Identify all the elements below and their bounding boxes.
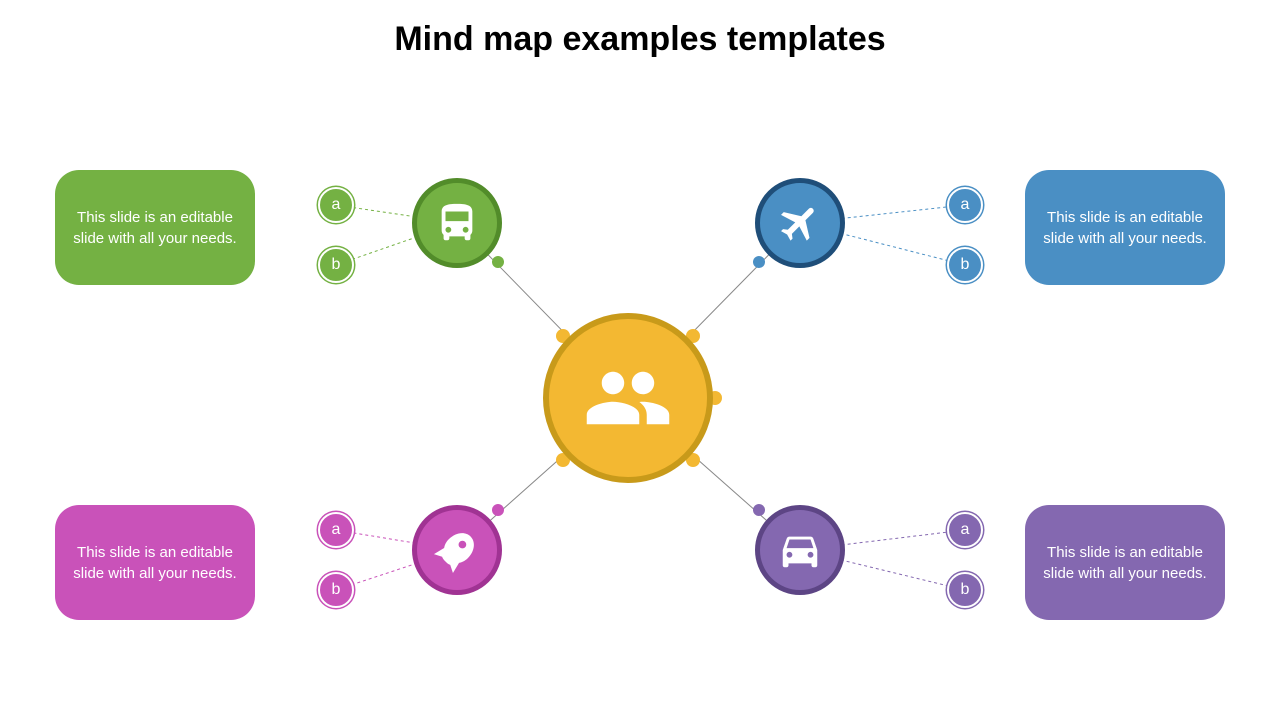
branch-connector-dot xyxy=(753,504,765,516)
textbox-blue: This slide is an editable slide with all… xyxy=(1025,170,1225,285)
sub-node-green-b: b xyxy=(318,247,354,283)
sub-node-pink-b: b xyxy=(318,572,354,608)
branch-node-blue xyxy=(755,178,845,268)
branch-node-purple xyxy=(755,505,845,595)
textbox-pink: This slide is an editable slide with all… xyxy=(55,505,255,620)
people-icon xyxy=(583,353,673,443)
branch-connector-dot xyxy=(492,256,504,268)
branch-connector-dot xyxy=(492,504,504,516)
branch-node-pink xyxy=(412,505,502,595)
plane-icon xyxy=(767,190,832,255)
sub-node-purple-a: a xyxy=(947,512,983,548)
bus-icon xyxy=(434,200,480,246)
branch-connector-dot xyxy=(753,256,765,268)
rocket-icon xyxy=(424,517,489,582)
sub-node-blue-a: a xyxy=(947,187,983,223)
sub-node-purple-b: b xyxy=(947,572,983,608)
branch-node-green xyxy=(412,178,502,268)
mindmap-canvas: abThis slide is an editable slide with a… xyxy=(0,0,1280,720)
sub-node-green-a: a xyxy=(318,187,354,223)
sub-node-pink-a: a xyxy=(318,512,354,548)
textbox-green: This slide is an editable slide with all… xyxy=(55,170,255,285)
textbox-purple: This slide is an editable slide with all… xyxy=(1025,505,1225,620)
center-node xyxy=(543,313,713,483)
car-icon xyxy=(777,527,823,573)
sub-node-blue-b: b xyxy=(947,247,983,283)
